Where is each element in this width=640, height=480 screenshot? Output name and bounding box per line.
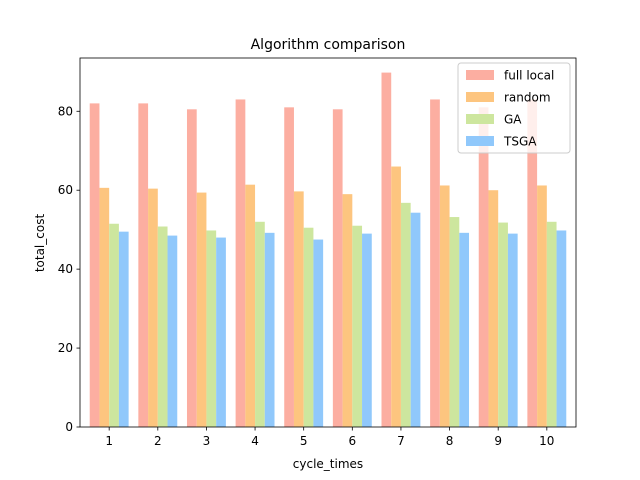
- x-tick-label: 3: [203, 434, 211, 448]
- legend-label: TSGA: [503, 135, 537, 149]
- bar-tsga-7: [410, 212, 421, 427]
- bar-full-local-3: [186, 109, 197, 427]
- bar-ga-2: [157, 226, 168, 427]
- bar-tsga-3: [216, 237, 226, 427]
- legend-swatch-ga: [466, 114, 494, 124]
- x-tick-label: 5: [300, 434, 308, 448]
- bar-ga-6: [352, 225, 363, 427]
- x-tick-label: 10: [539, 434, 554, 448]
- bar-ga-8: [449, 217, 460, 427]
- bar-ga-1: [109, 223, 119, 427]
- bar-random-1: [99, 187, 110, 427]
- bar-full-local-8: [430, 99, 440, 427]
- plot-frame: [79, 57, 577, 428]
- x-tick-label: 6: [348, 434, 356, 448]
- x-tick-label: 9: [494, 434, 502, 448]
- bar-full-local-7: [381, 72, 392, 427]
- bar-full-local-5: [284, 107, 294, 428]
- legend-swatch-random: [466, 92, 494, 102]
- x-tick-label: 4: [251, 434, 259, 448]
- legend: full local random GA TSGA: [457, 62, 571, 154]
- bar-tsga-2: [167, 235, 178, 427]
- bar-ga-5: [303, 227, 314, 427]
- x-tick-label: 8: [446, 434, 454, 448]
- axes-layer: 1 2 3 4 5 6 7 8 9 10 0 20 40 60 80: [58, 57, 577, 448]
- bar-random-9: [488, 190, 499, 427]
- bar-random-2: [148, 188, 158, 427]
- legend-box: [457, 62, 571, 154]
- y-tick-label: 20: [58, 341, 73, 355]
- bar-tsga-6: [362, 233, 372, 427]
- y-tick-label: 80: [58, 104, 73, 118]
- x-tick-label: 1: [105, 434, 113, 448]
- bar-ga-4: [255, 221, 265, 427]
- bars-layer: [89, 72, 567, 428]
- bar-full-local-1: [89, 103, 100, 428]
- bar-full-local-10: [527, 99, 538, 427]
- bar-random-5: [293, 191, 304, 427]
- bar-full-local-4: [235, 99, 246, 427]
- legend-swatch-full-local: [466, 70, 494, 80]
- y-tick-label: 60: [58, 183, 73, 197]
- legend-label: full local: [504, 69, 554, 83]
- bar-tsga-9: [507, 233, 518, 427]
- bar-tsga-5: [313, 239, 324, 427]
- bar-ga-9: [498, 222, 508, 427]
- legend-label: GA: [504, 113, 522, 127]
- bar-ga-7: [400, 202, 411, 427]
- bar-random-8: [439, 185, 450, 427]
- bar-tsga-4: [264, 232, 275, 427]
- y-axis-title: total_cost: [33, 214, 47, 273]
- bar-random-7: [391, 166, 401, 427]
- bar-tsga-8: [459, 232, 470, 427]
- x-tick-label: 2: [154, 434, 162, 448]
- chart-title: Algorithm comparison: [251, 37, 406, 53]
- bar-random-10: [537, 185, 547, 427]
- y-tick-label: 40: [58, 262, 73, 276]
- bar-tsga-10: [556, 230, 567, 427]
- bar-random-4: [245, 184, 256, 427]
- bar-ga-10: [546, 221, 557, 427]
- bar-full-local-6: [332, 109, 343, 427]
- bar-full-local-9: [478, 107, 489, 428]
- bar-full-local-2: [138, 103, 149, 428]
- y-tick-label: 0: [65, 420, 73, 434]
- bar-tsga-1: [118, 231, 129, 427]
- legend-label: random: [504, 91, 551, 105]
- bar-random-3: [196, 192, 207, 427]
- x-tick-label: 7: [397, 434, 405, 448]
- bar-ga-3: [206, 230, 217, 427]
- bar-random-6: [342, 194, 353, 427]
- x-axis-title: cycle_times: [293, 457, 363, 471]
- legend-swatch-tsga: [466, 136, 494, 146]
